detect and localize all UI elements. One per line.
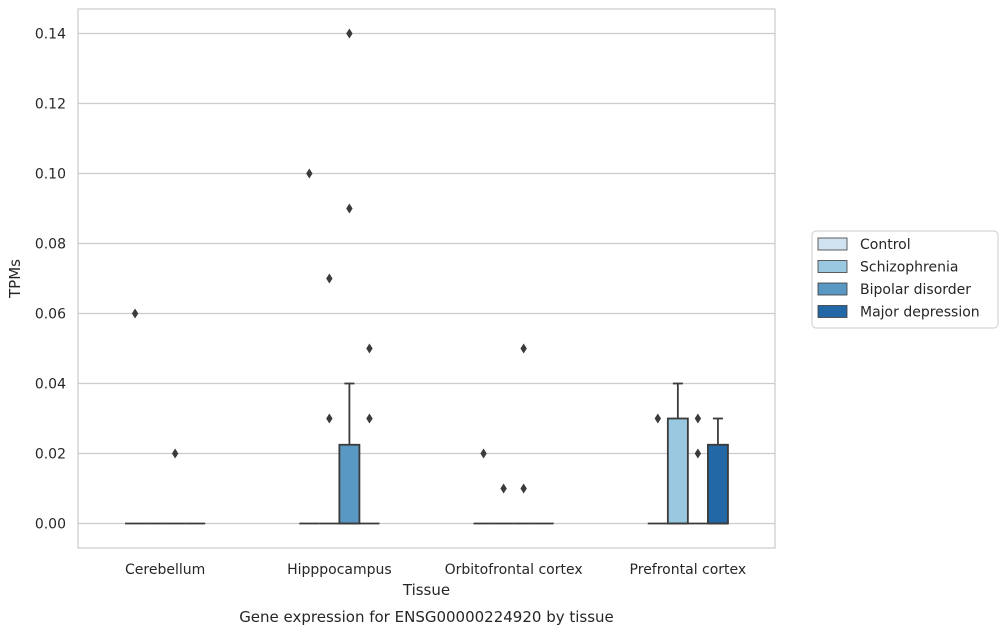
box-2-2 xyxy=(513,343,534,525)
outlier-point xyxy=(654,413,662,424)
y-axis-label: TPMs xyxy=(6,259,24,299)
x-tick-label: Cerebellum xyxy=(125,562,205,578)
box-3-3 xyxy=(707,417,729,525)
outlier-point xyxy=(346,203,353,214)
outlier-point xyxy=(366,343,373,354)
x-tick-label: Prefrontal cortex xyxy=(630,562,747,578)
outlier-point xyxy=(326,413,333,424)
chart-caption: Gene expression for ENSG00000224920 by t… xyxy=(239,608,614,626)
box-1-2 xyxy=(493,483,514,525)
legend-label: Schizophrenia xyxy=(860,260,958,276)
legend-label: Bipolar disorder xyxy=(860,282,971,298)
legend-swatch xyxy=(817,305,848,318)
outlier-point xyxy=(171,448,179,459)
legend-swatch xyxy=(817,282,848,296)
outlier-point xyxy=(520,483,527,494)
box-0-2 xyxy=(473,448,494,525)
box-body xyxy=(666,417,689,525)
y-tick-label: 0.10 xyxy=(35,167,66,183)
x-axis-ticks: Cerebellum Hipppocampus Orbitofrontal cort… xyxy=(125,562,746,578)
y-tick-label: 0.12 xyxy=(35,97,66,113)
y-axis-ticks: 0.00 0.02 0.04 0.06 0.08 0.10 0.12 0.14 xyxy=(35,27,66,533)
legend-swatch xyxy=(817,260,848,273)
y-tick-label: 0.04 xyxy=(35,377,66,393)
plot-area xyxy=(125,28,729,525)
box-0-0 xyxy=(125,308,146,525)
y-tick-label: 0.02 xyxy=(35,447,66,463)
y-tick-label: 0.08 xyxy=(35,237,66,253)
box-0-3 xyxy=(647,413,668,525)
y-tick-label: 0.00 xyxy=(35,517,66,533)
legend: Control Schizophrenia Bipolar disorder Majo… xyxy=(811,230,999,329)
y-tick-label: 0.06 xyxy=(35,307,66,323)
x-tick-label: Hipppocampus xyxy=(287,562,392,578)
legend-label: Control xyxy=(860,237,911,253)
box-1-3 xyxy=(666,382,689,525)
outlier-point xyxy=(694,448,702,459)
outlier-point xyxy=(480,448,487,459)
box-3-1 xyxy=(359,343,380,525)
y-tick-label: 0.14 xyxy=(35,27,66,43)
legend-swatch xyxy=(817,237,848,251)
x-axis-label: Tissue xyxy=(402,581,450,599)
outlier-point xyxy=(131,308,139,319)
plot-frame xyxy=(77,8,776,549)
outlier-point xyxy=(346,28,353,39)
outlier-point xyxy=(694,413,702,424)
box-1-1 xyxy=(319,273,340,525)
outlier-point xyxy=(520,343,527,354)
x-tick-label: Orbitofrontal cortex xyxy=(445,562,583,578)
box-body xyxy=(707,443,729,525)
legend-frame xyxy=(811,230,999,329)
box-2-0 xyxy=(165,448,186,525)
box-0-1 xyxy=(299,168,320,525)
box-2-3 xyxy=(687,413,708,525)
outlier-point xyxy=(306,168,313,179)
box-body xyxy=(338,443,361,525)
box-2-1 xyxy=(338,28,361,525)
outlier-point xyxy=(500,483,507,494)
legend-label: Major depression xyxy=(860,305,980,321)
outlier-point xyxy=(326,273,333,284)
outlier-point xyxy=(366,413,373,424)
